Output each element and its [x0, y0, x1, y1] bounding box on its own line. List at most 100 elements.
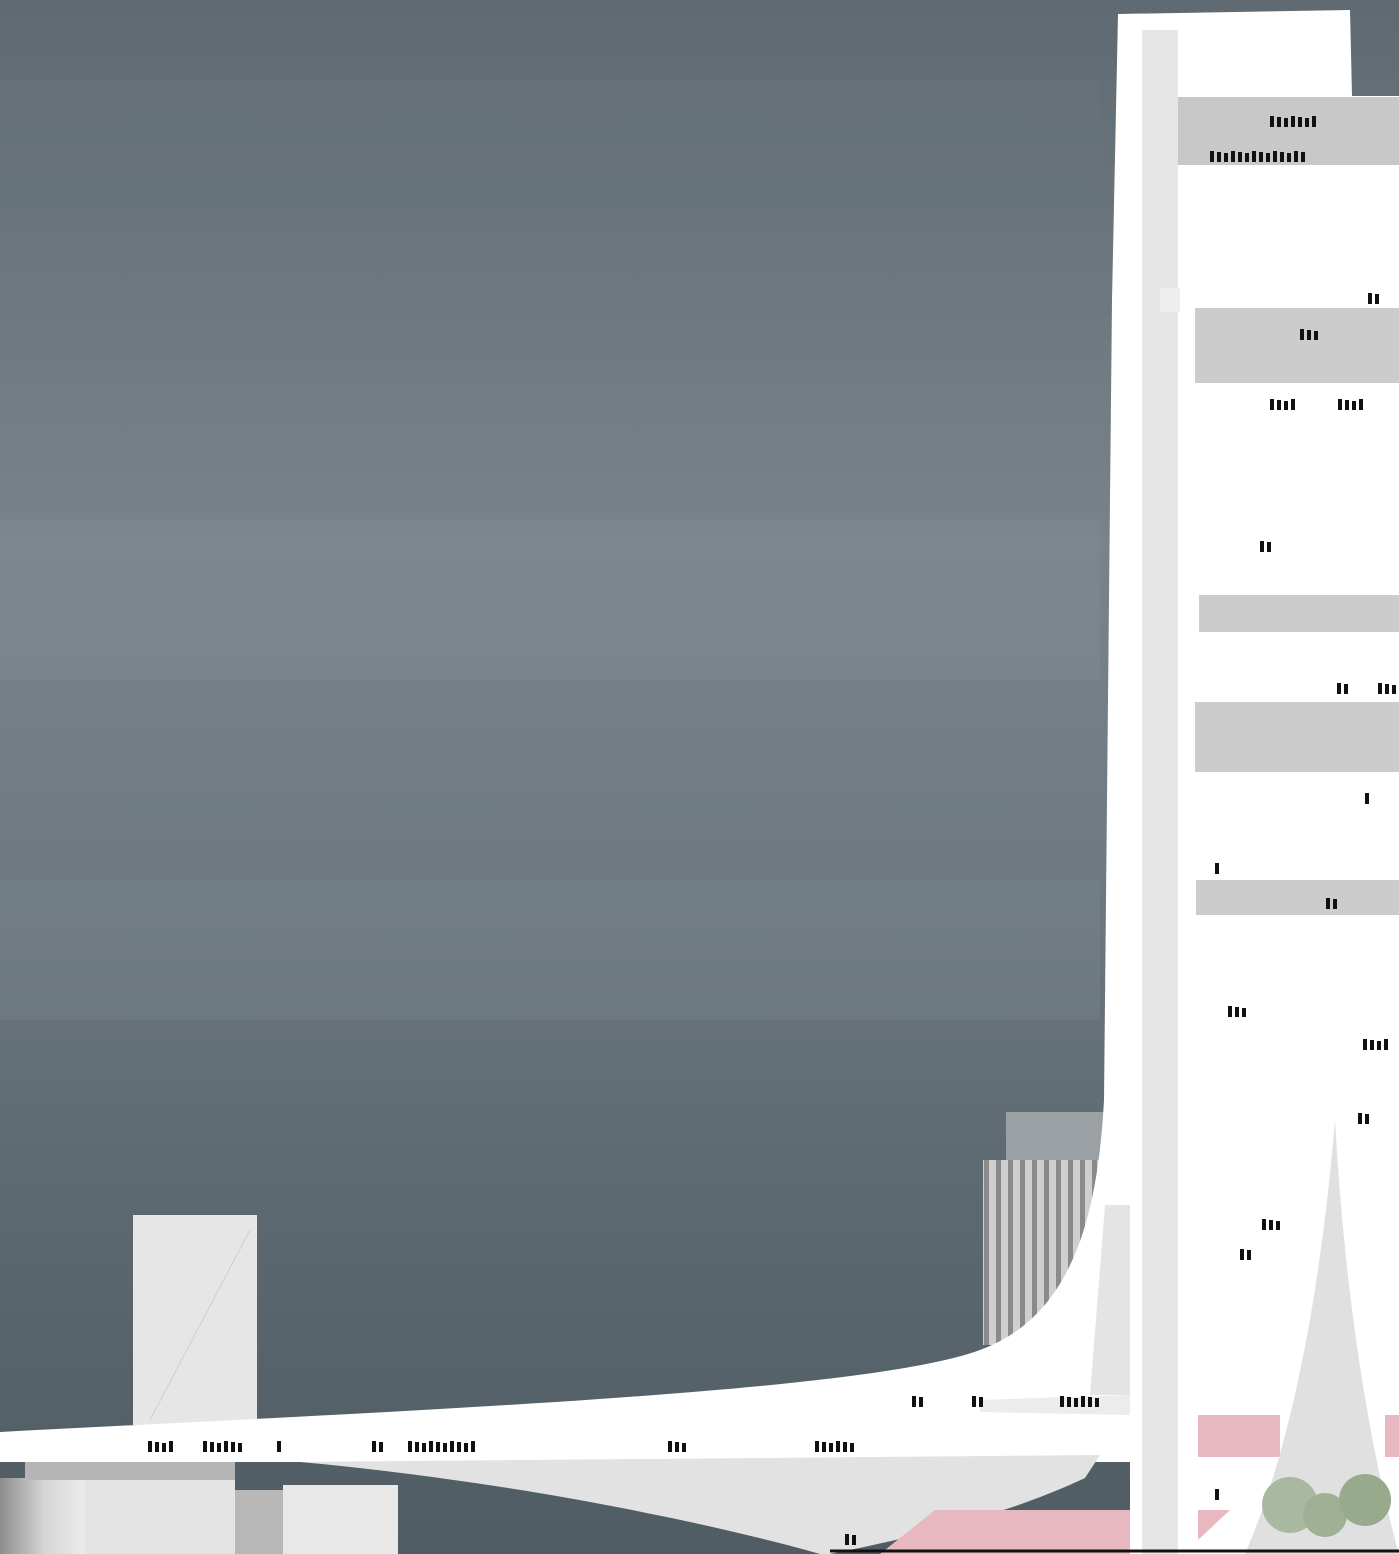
floor-slab: [1196, 880, 1399, 915]
person: [1231, 151, 1235, 162]
person: [148, 1441, 152, 1452]
deck-slab: [980, 1395, 1130, 1415]
person: [231, 1442, 235, 1452]
low-building: [85, 1478, 235, 1554]
person: [979, 1397, 983, 1407]
person: [1280, 152, 1284, 162]
person: [1307, 330, 1311, 340]
person: [1088, 1397, 1092, 1407]
person: [836, 1441, 840, 1452]
person: [429, 1441, 433, 1452]
person: [1247, 1250, 1251, 1260]
person: [1365, 1114, 1369, 1124]
person: [1217, 152, 1221, 162]
person: [829, 1443, 833, 1452]
cloud-band: [0, 880, 1100, 1020]
person: [1245, 153, 1249, 162]
cloud-band: [0, 520, 1100, 680]
facade-line: [149, 1229, 251, 1421]
person: [682, 1443, 686, 1452]
person: [1266, 153, 1270, 162]
person: [1300, 329, 1304, 340]
person: [1377, 1041, 1381, 1050]
floor-slab: [1195, 308, 1399, 383]
pink-volume: [1198, 1415, 1280, 1457]
person: [815, 1441, 819, 1452]
person: [162, 1443, 166, 1452]
person: [1312, 116, 1316, 127]
person: [1294, 151, 1298, 162]
person: [1081, 1396, 1085, 1407]
person: [1235, 1007, 1239, 1017]
person: [1365, 793, 1369, 804]
floor-slab: [1199, 595, 1399, 632]
person: [1301, 152, 1305, 162]
person: [1370, 1040, 1374, 1050]
person: [471, 1441, 475, 1452]
person: [1385, 684, 1389, 694]
person: [1345, 400, 1349, 410]
person: [1358, 1113, 1362, 1124]
person: [210, 1442, 214, 1452]
person: [277, 1441, 281, 1452]
person: [1359, 399, 1363, 410]
person: [843, 1442, 847, 1452]
person: [1305, 118, 1309, 127]
core-column: [1142, 30, 1178, 1554]
left-tower: [133, 1215, 257, 1425]
person: [203, 1441, 207, 1452]
person: [852, 1535, 856, 1545]
person: [1238, 152, 1242, 162]
person: [422, 1443, 426, 1452]
spire: [1245, 1120, 1399, 1554]
person: [1228, 1006, 1232, 1017]
person: [1240, 1249, 1244, 1260]
person: [1242, 1008, 1246, 1017]
low-building-roof: [25, 1462, 235, 1480]
person: [443, 1443, 447, 1452]
person: [822, 1442, 826, 1452]
person: [675, 1442, 679, 1452]
person: [850, 1443, 854, 1452]
pink-volume: [880, 1510, 1130, 1554]
person: [1215, 1489, 1219, 1500]
person: [1284, 118, 1288, 127]
core-ledge: [1160, 288, 1180, 312]
person: [1262, 1219, 1266, 1230]
person: [919, 1397, 923, 1407]
deck-underside: [300, 1455, 1100, 1554]
person: [457, 1442, 461, 1452]
stepped-wall: [1090, 1205, 1130, 1395]
person: [169, 1441, 173, 1452]
pink-volume: [1198, 1510, 1230, 1540]
low-building: [0, 1478, 90, 1554]
person: [1284, 401, 1288, 410]
person: [1210, 151, 1214, 162]
person: [1277, 400, 1281, 410]
person: [1375, 294, 1379, 304]
person: [415, 1442, 419, 1452]
tree: [1339, 1474, 1391, 1526]
person: [1326, 898, 1330, 909]
person: [1378, 683, 1382, 694]
person: [1267, 542, 1271, 552]
person: [155, 1442, 159, 1452]
cloud-band: [0, 80, 1100, 200]
person: [1392, 685, 1396, 694]
person: [217, 1443, 221, 1452]
person: [1067, 1397, 1071, 1407]
person: [1060, 1396, 1064, 1407]
person: [1352, 401, 1356, 410]
person: [1368, 293, 1372, 304]
person: [1270, 116, 1274, 127]
person: [238, 1443, 242, 1452]
person: [464, 1443, 468, 1452]
person: [1252, 151, 1256, 162]
person: [450, 1441, 454, 1452]
person: [1260, 541, 1264, 552]
person: [1215, 863, 1219, 874]
person: [372, 1441, 376, 1452]
background-building: [1006, 1112, 1106, 1162]
person: [972, 1396, 976, 1407]
